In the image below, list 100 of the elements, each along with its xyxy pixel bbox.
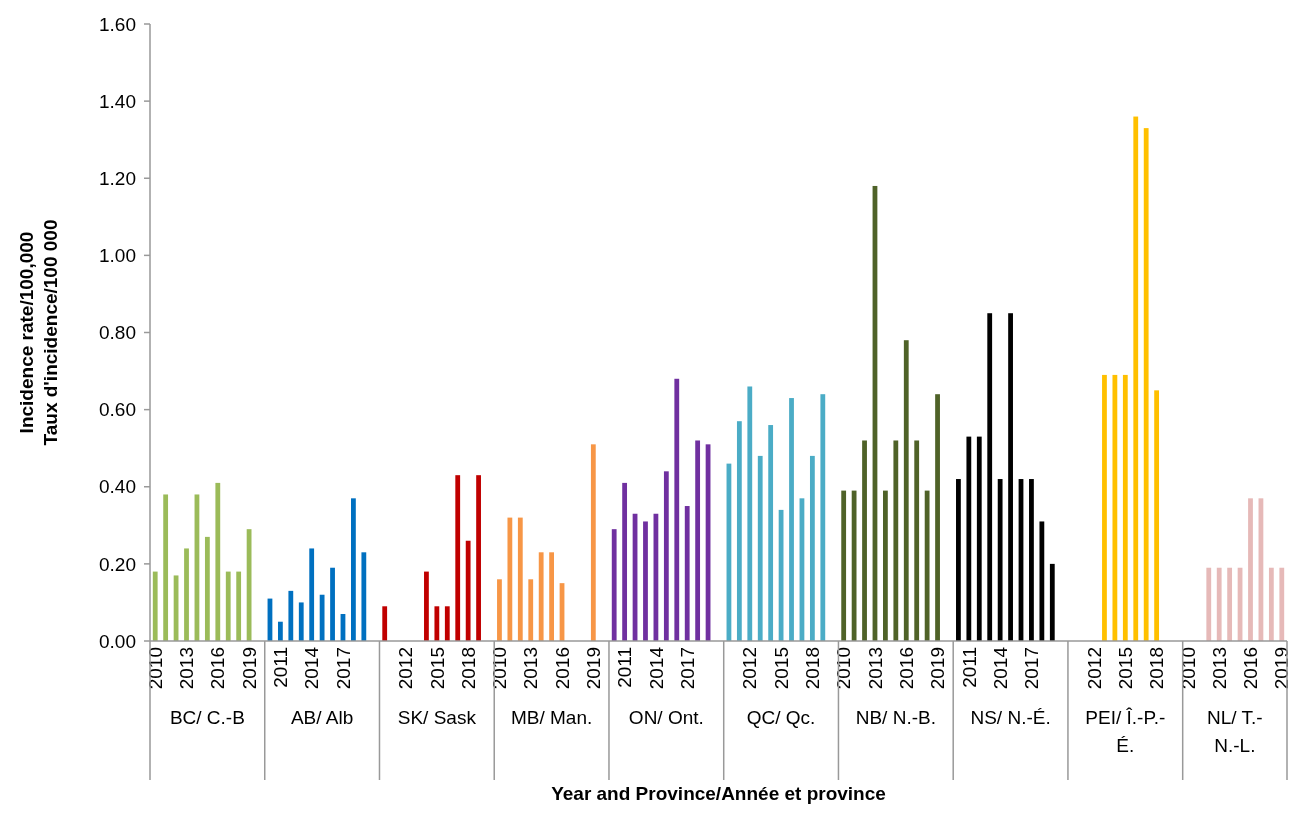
x-tick-label: 2015 (770, 647, 792, 690)
bar (1248, 498, 1253, 641)
bar (768, 425, 774, 641)
x-tick-label: 2015 (1114, 647, 1136, 690)
y-tick-label: 0.20 (99, 553, 136, 575)
bar (361, 552, 367, 641)
x-tick-label: 2019 (582, 647, 604, 690)
bar (851, 490, 857, 641)
bar (736, 421, 742, 641)
bar (684, 506, 690, 641)
x-tick-label: 2012 (739, 647, 761, 690)
bar (1122, 374, 1128, 641)
x-tick-label: 2010 (144, 647, 166, 690)
bar (1206, 567, 1212, 641)
x-tick-label: 2016 (895, 647, 917, 690)
y-tick-label: 1.20 (99, 167, 136, 189)
bar (1216, 567, 1222, 641)
bar (298, 602, 304, 641)
bar (643, 521, 648, 641)
bar (225, 571, 231, 641)
bar (1154, 390, 1160, 641)
bar (549, 552, 554, 641)
x-tick-label: 2014 (989, 646, 1011, 690)
bar (455, 475, 461, 641)
y-tick-label: 1.60 (99, 13, 136, 35)
bar (1143, 128, 1149, 641)
x-tick-label: 2018 (1146, 647, 1168, 690)
bar (517, 517, 523, 641)
bar (966, 436, 972, 641)
x-tick-label: 2018 (457, 647, 479, 690)
bar (695, 440, 701, 641)
x-tick-label: 2019 (927, 647, 949, 690)
x-tick-label: 2019 (238, 647, 260, 690)
x-tick-label: 2019 (1271, 647, 1293, 690)
bar (1133, 116, 1139, 641)
bar (528, 579, 534, 641)
bar (497, 579, 502, 641)
x-tick-label: 2016 (1240, 647, 1262, 690)
text: QC/ Qc. (746, 707, 816, 728)
bar (841, 490, 847, 641)
bar (476, 475, 481, 641)
text: MB/ Man. (510, 707, 593, 728)
bar (163, 494, 169, 641)
bar (883, 490, 888, 641)
y-tick-label: 0.40 (99, 476, 136, 498)
text: PEI/ Î.-P.-É. (1085, 707, 1166, 756)
bar (538, 552, 544, 641)
bar (1227, 567, 1233, 641)
bar (434, 606, 440, 641)
x-tick-label: 2017 (1021, 647, 1043, 690)
bar (976, 436, 982, 641)
bar (444, 606, 450, 641)
bar (152, 571, 158, 641)
y-tick-label: 1.40 (99, 90, 136, 112)
bar (288, 590, 294, 641)
bar (507, 517, 513, 641)
x-tick-label: 2011 (614, 647, 636, 688)
x-tick-label: 2013 (1208, 647, 1230, 690)
bar (674, 378, 680, 641)
x-tick-label: 2015 (426, 647, 448, 690)
bar (309, 548, 315, 641)
x-tick-label: 2013 (864, 647, 886, 690)
x-tick-label: 2017 (332, 647, 354, 690)
bar (204, 536, 210, 641)
text: AB/ Alb (290, 707, 354, 728)
bar (424, 571, 429, 641)
x-tick-label: 2012 (1083, 647, 1105, 690)
bar (622, 482, 628, 641)
text: BC/ C.-B (169, 707, 245, 728)
bar (757, 455, 763, 641)
x-tick-label: 2017 (676, 647, 698, 690)
bar (184, 548, 189, 641)
bar (1029, 479, 1034, 641)
bar (330, 567, 335, 641)
bar (789, 398, 794, 641)
bar (351, 498, 356, 641)
y-tick-label: 0.80 (99, 322, 136, 344)
bar (914, 440, 920, 641)
text: NS/ N.-É. (970, 707, 1051, 728)
bar (820, 394, 826, 641)
x-tick-label: 2011 (958, 647, 980, 688)
x-tick-label: 2018 (802, 647, 824, 690)
bar (382, 606, 388, 641)
x-tick-label: 2012 (395, 647, 417, 690)
bar (663, 471, 669, 641)
bar (611, 529, 617, 641)
bar (215, 482, 221, 641)
bar (277, 621, 283, 641)
text: NB/ N.-B. (855, 707, 936, 728)
bar (1039, 521, 1045, 641)
bar (862, 440, 867, 641)
bar (1279, 567, 1285, 641)
bar (1102, 374, 1107, 641)
x-tick-label: 2013 (176, 647, 198, 690)
x-axis-title: Year and Province/Année et province (551, 783, 886, 804)
bar (1268, 567, 1274, 641)
y-axis-title: Incidence rate/100,000 Taux d'incidence/100 000 (15, 219, 61, 446)
bar (1112, 374, 1118, 641)
bar (987, 313, 993, 641)
x-tick-label: 2016 (207, 647, 229, 690)
